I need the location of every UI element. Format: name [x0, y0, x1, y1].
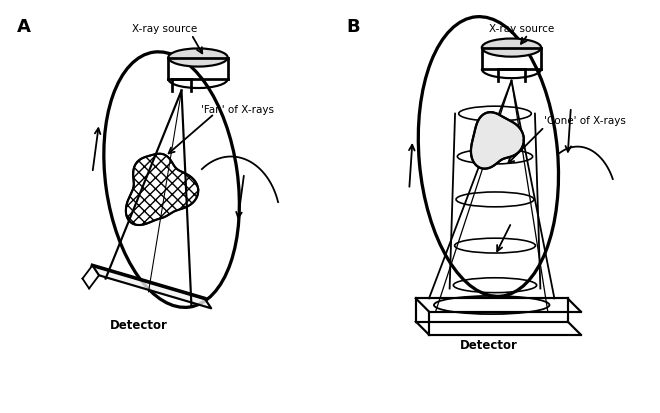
Text: Detector: Detector: [459, 338, 517, 351]
Text: 'Fan' of X-rays: 'Fan' of X-rays: [201, 105, 275, 115]
Text: 'Cone' of X-rays: 'Cone' of X-rays: [544, 116, 626, 126]
Text: Detector: Detector: [110, 318, 168, 331]
Ellipse shape: [482, 39, 541, 57]
Polygon shape: [471, 113, 524, 169]
Text: B: B: [346, 18, 360, 36]
Text: X-ray source: X-ray source: [489, 24, 554, 34]
Text: X-ray source: X-ray source: [133, 24, 197, 34]
Polygon shape: [92, 266, 211, 309]
Text: A: A: [16, 18, 30, 36]
Ellipse shape: [168, 49, 228, 67]
